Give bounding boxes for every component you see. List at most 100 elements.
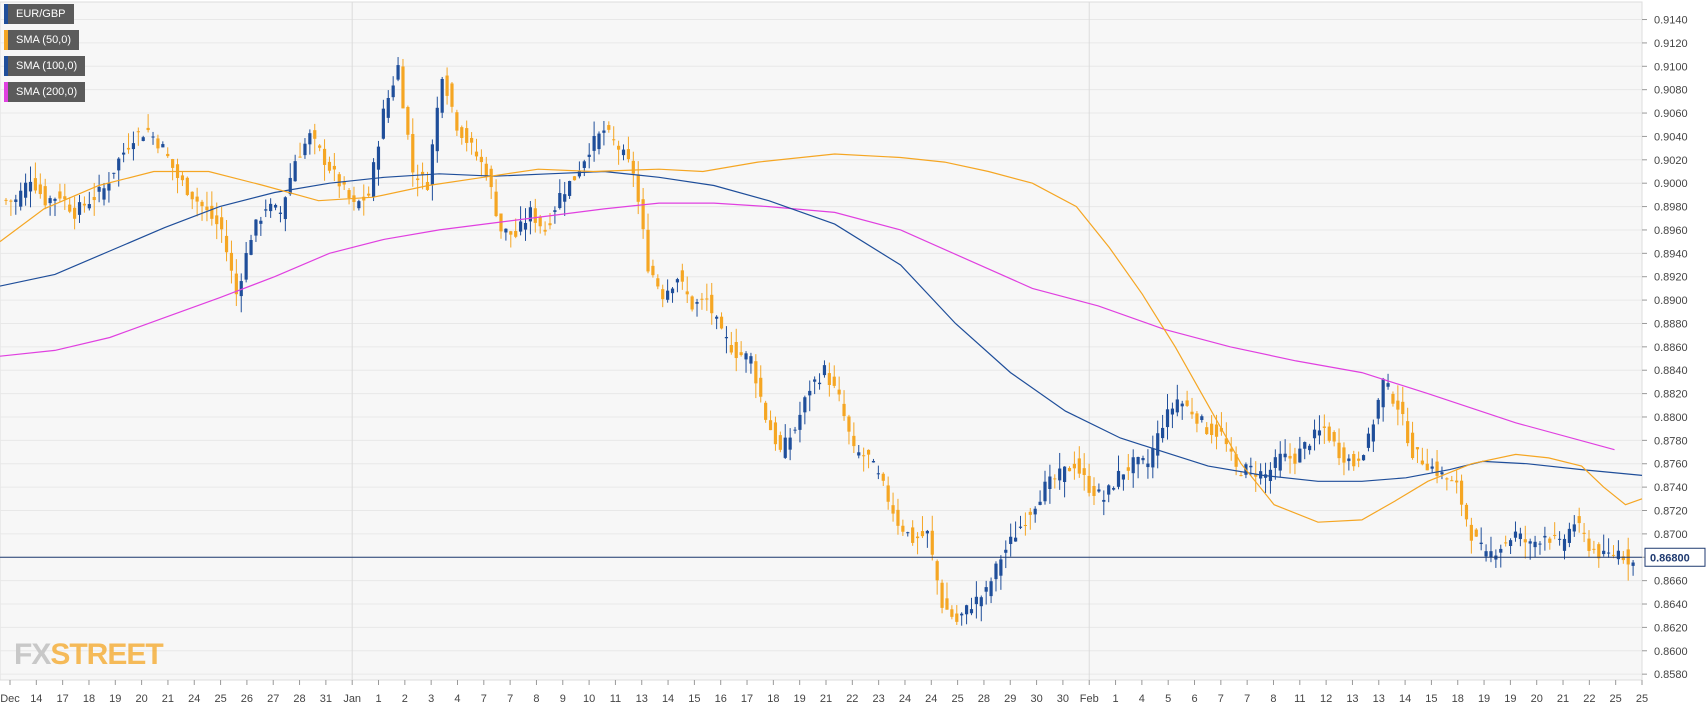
candle-body xyxy=(430,144,434,186)
candle-body xyxy=(87,204,91,209)
y-tick-label: 0.8820 xyxy=(1654,389,1688,401)
candle-body xyxy=(504,228,508,233)
candle-body xyxy=(1616,550,1620,560)
candle-body xyxy=(773,422,778,445)
candle-body xyxy=(646,229,650,272)
x-tick-label: 8 xyxy=(1270,693,1276,705)
candle-body xyxy=(734,342,738,359)
candle-body xyxy=(827,373,831,386)
sma50-line xyxy=(0,153,1643,523)
y-tick-label: 0.8580 xyxy=(1654,669,1688,681)
candle-body xyxy=(259,220,263,224)
x-tick-label: 26 xyxy=(241,693,253,705)
x-tick-label: 28 xyxy=(293,693,305,705)
candle-body xyxy=(901,525,905,532)
x-tick-label: 19 xyxy=(1478,693,1490,705)
candle-body xyxy=(1009,536,1013,545)
candle-body xyxy=(273,204,278,208)
candle-body xyxy=(582,161,586,168)
candle-body xyxy=(440,78,444,113)
candle-body xyxy=(719,316,724,329)
x-tick-label: 21 xyxy=(162,693,174,705)
candle-body xyxy=(1210,423,1214,436)
candle-body xyxy=(1357,458,1361,461)
candle-body xyxy=(362,196,366,201)
candle-body xyxy=(1229,448,1233,452)
candle-body xyxy=(1347,458,1351,462)
y-tick-label: 0.9080 xyxy=(1654,85,1688,97)
candle-body xyxy=(1288,455,1292,459)
candle-body xyxy=(102,188,106,200)
candle-body xyxy=(572,176,577,181)
candle-body xyxy=(9,200,13,202)
candle-body xyxy=(1116,470,1121,487)
candle-body xyxy=(533,208,537,223)
candle-body xyxy=(1459,480,1464,505)
candle-body xyxy=(945,598,949,610)
candle-body xyxy=(215,215,219,225)
candle-body xyxy=(1033,508,1037,515)
legend-swatch-sma100 xyxy=(4,56,8,76)
candle-body xyxy=(1234,454,1238,467)
plot-area xyxy=(0,1,1643,681)
legend-item-sma100[interactable]: SMA (100,0) xyxy=(4,56,86,76)
candle-body xyxy=(48,198,52,204)
candle-body xyxy=(229,252,234,271)
candle-body xyxy=(1278,453,1282,471)
candle-body xyxy=(4,199,8,201)
legend-item-sma50[interactable]: SMA (50,0) xyxy=(4,30,80,50)
x-tick-label: 14 xyxy=(662,693,674,705)
candle-body xyxy=(1023,524,1027,526)
candle-body xyxy=(1112,488,1116,490)
candle-body xyxy=(1435,461,1439,476)
candle-body xyxy=(538,216,542,227)
candle-body xyxy=(803,397,807,413)
legend-swatch-eurgbp xyxy=(4,4,8,24)
x-tick-label: 15 xyxy=(688,693,700,705)
y-tick-label: 0.8740 xyxy=(1654,482,1688,494)
candle-body xyxy=(1126,467,1130,471)
y-tick-label: 0.9140 xyxy=(1654,15,1688,27)
candle-body xyxy=(930,530,934,555)
candle-body xyxy=(479,156,483,163)
candle-body xyxy=(1420,460,1424,465)
candle-body xyxy=(1239,475,1243,477)
candle-body xyxy=(141,137,145,141)
candle-body xyxy=(514,231,518,237)
candle-body xyxy=(14,199,18,202)
candle-body xyxy=(857,452,861,456)
legend-item-sma200[interactable]: SMA (200,0) xyxy=(4,82,86,102)
x-tick-label: 20 xyxy=(135,693,147,705)
candle-body xyxy=(460,127,464,138)
legend-swatch-sma200 xyxy=(4,82,8,102)
candle-body xyxy=(744,353,748,360)
candle-body xyxy=(381,108,385,139)
candle-body xyxy=(1513,531,1518,538)
candle-body xyxy=(974,596,978,605)
candle-body xyxy=(1121,474,1126,480)
candle-body xyxy=(401,66,405,109)
candle-body xyxy=(724,336,729,339)
candle-body xyxy=(278,212,283,214)
candle-body xyxy=(768,420,773,431)
candle-body xyxy=(1606,552,1611,554)
candle-body xyxy=(254,219,258,236)
candle-body xyxy=(1156,433,1160,456)
y-tick-label: 0.9040 xyxy=(1654,131,1688,143)
candle-body xyxy=(1097,489,1101,492)
candle-body xyxy=(1361,455,1366,461)
candle-body xyxy=(749,356,753,364)
candle-body xyxy=(626,149,631,160)
candle-body xyxy=(107,183,111,191)
candle-body xyxy=(1567,528,1571,543)
candle-body xyxy=(406,106,410,135)
candle-body xyxy=(489,168,493,188)
x-tick-label: 28 xyxy=(978,693,990,705)
candle-body xyxy=(710,294,714,314)
legend-item-eurgbp[interactable]: EUR/GBP xyxy=(4,4,74,24)
candle-body xyxy=(1381,378,1385,408)
candle-body xyxy=(469,137,474,143)
candle-body xyxy=(1464,504,1469,520)
candle-body xyxy=(224,235,229,253)
candle-body xyxy=(896,509,900,526)
